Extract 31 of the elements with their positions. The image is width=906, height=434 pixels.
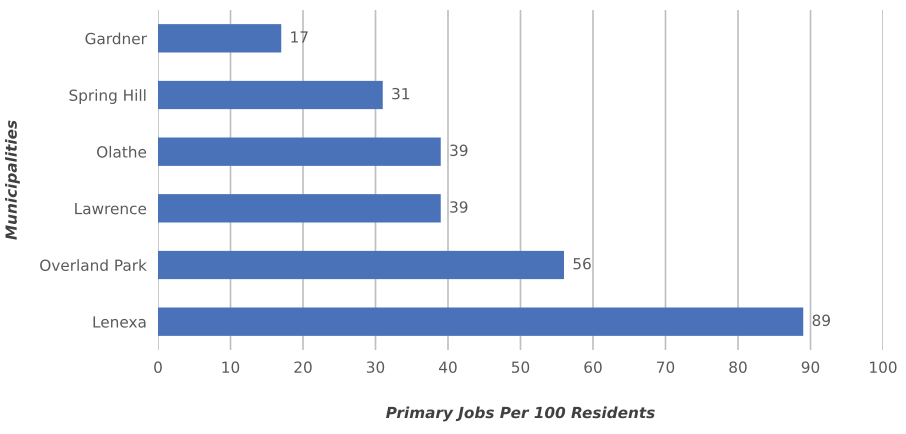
y-tick-label: Spring Hill [70,89,146,104]
bar [158,250,564,280]
x-tick-label: 0 [154,361,162,373]
data-label: 39 [450,144,468,156]
x-tick-label: 40 [439,361,457,373]
bar [158,24,282,52]
x-tick-label: 50 [512,361,530,373]
data-label: 89 [812,314,830,326]
y-tick-label: Overland Park [40,259,147,272]
y-tick-label: Lenexa [94,316,146,328]
bar [158,138,441,166]
x-tick-label: 60 [584,361,602,373]
x-tick-label: 70 [657,361,674,373]
y-tick-label: Gardner [85,32,147,44]
bar [158,194,441,222]
x-tick-label: 30 [366,361,384,373]
x-tick-label: 10 [222,361,240,373]
x-axis-title: Primary Jobs Per 100 Residents [386,406,655,422]
bar [158,80,383,110]
data-label: 17 [291,31,308,43]
y-tick-label: Lawrence [75,203,146,214]
data-label: 56 [574,258,591,270]
y-axis-title: Municipalities [5,120,20,240]
x-tick-label: 90 [802,361,820,373]
bar [158,308,804,336]
data-label: 31 [392,88,410,100]
x-tick-label: 20 [294,361,312,373]
y-tick-label: Olathe [97,146,146,158]
x-tick-label: 80 [729,361,747,373]
x-tick-label: 100 [870,361,897,373]
data-label: 39 [450,201,468,213]
